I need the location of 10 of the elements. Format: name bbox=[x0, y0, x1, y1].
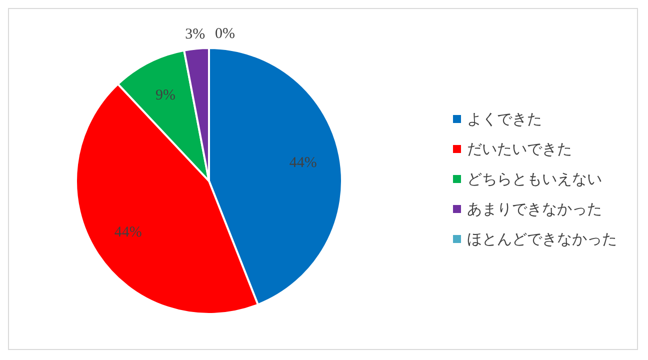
legend-label: あまりできなかった bbox=[467, 199, 602, 220]
text: 0% bbox=[215, 26, 235, 42]
data-label: 9% bbox=[156, 88, 176, 104]
data-label: 44% bbox=[289, 155, 317, 172]
legend-label: どちらともいえない bbox=[467, 169, 602, 190]
data-label: 3% bbox=[185, 26, 206, 43]
data-label: 44% bbox=[114, 224, 142, 240]
legend-label: よくできた bbox=[467, 109, 542, 130]
legend-label: ほとんどできなかった bbox=[467, 229, 617, 250]
legend-label: だいたいできた bbox=[467, 139, 572, 160]
